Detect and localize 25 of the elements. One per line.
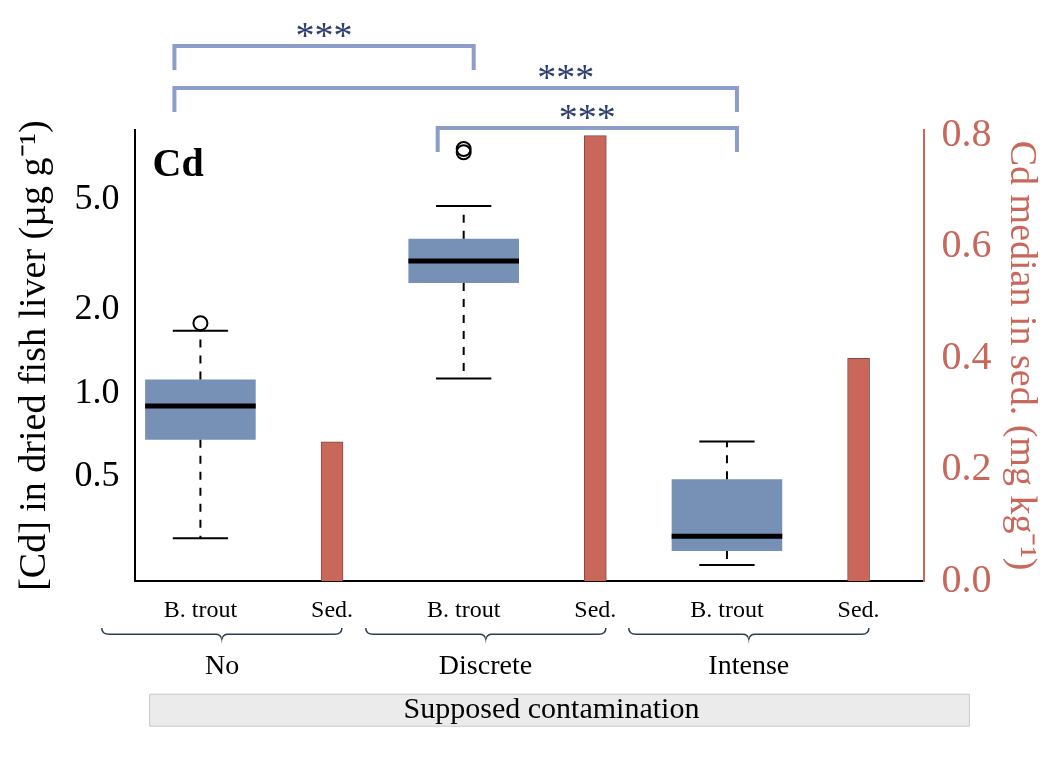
x-tick-label: Sed. <box>311 595 354 622</box>
text: No <box>205 648 240 680</box>
x-tick-label: Sed. <box>574 595 617 622</box>
text: Intense <box>708 648 790 680</box>
x-tick-label: B. trout <box>163 595 238 622</box>
text: *** <box>537 56 595 98</box>
y2-tick-label: 0.2 <box>941 444 992 490</box>
y2-axis-title: Cd median in sed. (mg kg⁻¹) <box>1002 140 1046 571</box>
x-axis-title: Supposed contamination <box>403 691 700 725</box>
y-tick-label: 2.0 <box>74 287 120 328</box>
y2-tick-label: 0.6 <box>941 221 992 267</box>
y-tick-label: 5.0 <box>74 176 120 217</box>
y2-tick-label: 0.0 <box>941 555 992 601</box>
text: Discrete <box>438 648 533 680</box>
y2-tick-label: 0.8 <box>941 110 992 156</box>
y-tick-label: 0.5 <box>74 454 120 495</box>
y-tick-label: 1.0 <box>74 370 120 411</box>
x-tick-label: B. trout <box>427 595 501 622</box>
y2-tick-label: 0.4 <box>941 332 992 378</box>
chart-title: Cd <box>152 140 204 186</box>
y-axis-title: [Cd] in dried fish liver (µg g⁻¹) <box>10 120 54 591</box>
x-tick-label: B. trout <box>690 595 764 622</box>
annotation: *** <box>558 96 616 138</box>
text: *** <box>295 14 353 56</box>
x-tick-label: Sed. <box>837 595 880 622</box>
